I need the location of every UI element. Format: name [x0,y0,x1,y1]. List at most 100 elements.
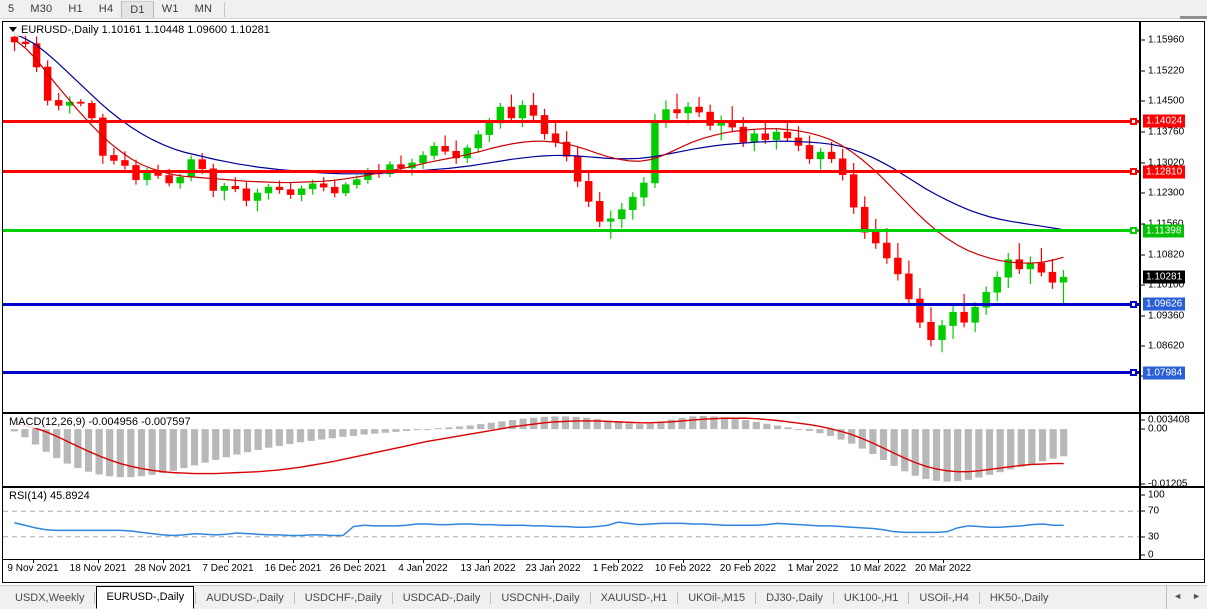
price-tick-label: 1.11560 [1148,218,1183,229]
level-drag-handle[interactable] [1130,168,1137,176]
price-level-badge[interactable]: 1.11398 [1143,224,1185,238]
price-tick-mark [1141,223,1145,225]
timeframe-toolbar: 5 M30 H1 H4 D1 W1 MN [0,0,1207,19]
date-tick-label: 10 Feb 2022 [654,563,712,574]
tab-separator [908,592,910,604]
date-tick-mark [943,559,944,563]
date-tick-label: 16 Dec 2021 [264,563,322,574]
rsi-tick-label: 0 [1148,549,1154,560]
price-level-badge[interactable]: 1.12810 [1143,165,1186,179]
price-level-badge[interactable]: 1.14024 [1143,114,1186,128]
chart-symbol-header: EURUSD-,Daily 1.10161 1.10448 1.09600 1.… [7,24,272,36]
level-drag-handle[interactable] [1130,300,1137,308]
price-tick-mark [1141,192,1145,194]
price-level-line-pivot[interactable] [3,369,1139,377]
price-level-badge[interactable]: 1.09626 [1143,297,1186,311]
price-tick-label: 1.14500 [1148,95,1185,107]
rsi-tick-label: 70 [1148,505,1160,517]
date-tick-mark [33,559,34,563]
current-price-badge: 1.10281 [1143,270,1186,284]
date-tick-mark [293,559,294,563]
rsi-plot-area[interactable] [3,488,1139,559]
macd-pane[interactable]: MACD(12,26,9) -0.004956 -0.007597 0.0034… [3,414,1204,488]
price-tick-label: 1.12300 [1148,187,1185,199]
macd-tick-mark [1141,419,1145,421]
rsi-tick-mark [1141,536,1145,538]
tab-separator [195,592,197,604]
chart-tab-audusd-daily[interactable]: AUDUSD-,Daily [206,592,284,604]
timeframe-button-h1[interactable]: H1 [68,2,83,15]
price-level-line-resistance[interactable] [3,168,1139,176]
rsi-pane[interactable]: RSI(14) 45.8924 100 70 30 0 [3,488,1204,560]
level-drag-handle[interactable] [1130,369,1137,377]
price-tick-label: 1.08620 [1148,340,1185,352]
chart-tab-ukoil-m15[interactable]: UKOil-,M15 [688,592,746,604]
chart-tab-bar: USDX,Weekly EURUSD-,Daily AUDUSD-,Daily USD… [0,585,1207,609]
price-tick-mark [1141,70,1145,72]
rsi-tick-label: 30 [1148,531,1160,543]
chart-tab-uk100-h1[interactable]: UK100-,H1 [843,592,899,604]
price-level-line-resistance[interactable] [3,117,1139,125]
chart-tab-usdchf-daily[interactable]: USDCHF-,Daily [304,592,382,604]
toolbar-separator [224,1,226,17]
price-level-line-support[interactable] [3,227,1139,235]
date-tick-mark [163,559,164,563]
toolbar-divider [1180,16,1207,19]
price-pane[interactable]: EURUSD-,Daily 1.10161 1.10448 1.09600 1.… [3,22,1204,414]
date-tick-mark [618,559,619,563]
date-tick-label: 10 Mar 2022 [849,563,907,574]
timeframe-button-mn[interactable]: MN [194,2,213,15]
chart-tab-dj30-daily[interactable]: DJ30-,Daily [766,592,823,604]
date-tick-label: 1 Mar 2022 [787,563,839,574]
macd-scale: 0.003408 0.00 -0.01205 [1139,414,1204,486]
timeframe-button-5[interactable]: 5 [8,2,15,15]
date-tick-mark [358,559,359,563]
date-tick-label: 20 Feb 2022 [719,563,777,574]
timeframe-button-m30[interactable]: M30 [30,2,53,15]
tab-navigation: ◄ ► [1166,586,1207,609]
chart-tab-hk50-daily[interactable]: HK50-,Daily [989,592,1049,604]
collapse-triangle-icon[interactable] [9,26,17,32]
timeframe-button-h4[interactable]: H4 [98,2,114,15]
level-drag-handle[interactable] [1130,117,1137,125]
price-scale[interactable]: 1.15960 1.15220 1.14500 1.13760 1.13020 1.123… [1139,22,1204,412]
date-axis: 9 Nov 2021 18 Nov 2021 28 Nov 2021 7 Dec 20… [3,559,1204,580]
chart-tab-usdcad-daily[interactable]: USDCAD-,Daily [402,592,481,604]
symbol-ohlc-text: EURUSD-,Daily 1.10161 1.10448 1.09600 1.… [21,24,270,36]
macd-tick-label: 0.00 [1148,423,1168,435]
price-tick-label: 1.15220 [1148,65,1185,77]
price-tick-label: 1.10820 [1148,249,1185,261]
date-tick-label: 13 Jan 2022 [460,563,516,574]
tab-separator [94,592,96,604]
tab-separator [677,592,679,604]
macd-label: MACD(12,26,9) -0.004956 -0.007597 [7,416,193,428]
date-tick-mark [423,559,424,563]
date-tick-label: 20 Mar 2022 [914,563,972,574]
price-level-line-pivot[interactable] [3,300,1139,308]
price-level-badge[interactable]: 1.07984 [1143,366,1186,380]
chart-tab-usdcnh-daily[interactable]: USDCNH-,Daily [501,592,580,604]
date-tick-mark [813,559,814,563]
date-tick-label: 4 Jan 2022 [398,563,448,574]
date-tick-mark [683,559,684,563]
tab-scroll-right-icon[interactable]: ► [1192,591,1201,601]
level-drag-handle[interactable] [1130,227,1137,235]
date-tick-label: 1 Feb 2022 [592,563,644,574]
price-tick-label: 1.10100 [1148,279,1185,291]
price-tick-mark [1141,131,1145,133]
chart-tab-usoil-h4[interactable]: USOil-,H4 [919,592,969,604]
tab-separator [589,592,591,604]
chart-tab-usdx-weekly[interactable]: USDX,Weekly [15,592,85,604]
price-tick-mark [1141,315,1145,317]
tab-scroll-left-icon[interactable]: ◄ [1173,591,1183,601]
price-tick-label: 1.13760 [1148,126,1185,138]
price-plot-area[interactable] [3,22,1139,412]
timeframe-button-w1[interactable]: W1 [161,2,179,15]
timeframe-button-d1[interactable]: D1 [121,0,154,18]
chart-tab-xauusd-h1[interactable]: XAUUSD-,H1 [600,592,668,604]
chart-tab-eurusd-daily[interactable]: EURUSD-,Daily [96,586,195,609]
date-tick-mark [98,559,99,563]
macd-plot-area[interactable] [3,414,1139,486]
macd-tick-label: -0.01205 [1148,478,1188,488]
